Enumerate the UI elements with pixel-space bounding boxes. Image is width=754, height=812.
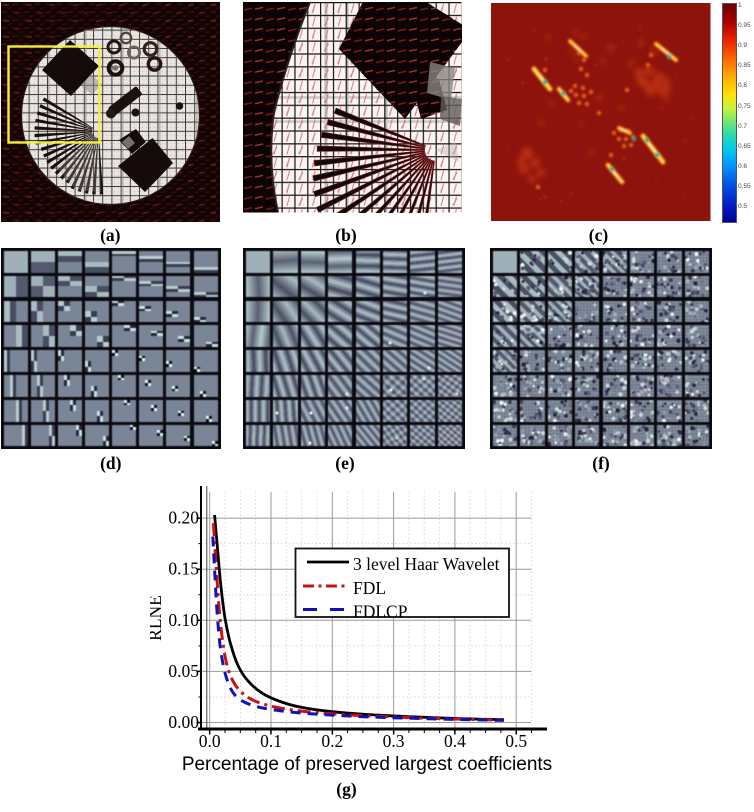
svg-text:0.10: 0.10 xyxy=(168,610,199,630)
svg-text:0.00: 0.00 xyxy=(168,712,199,732)
svg-text:0.15: 0.15 xyxy=(168,559,199,579)
svg-text:RLNE: RLNE xyxy=(150,595,165,641)
svg-text:FDLCP: FDLCP xyxy=(353,602,408,622)
svg-text:0.2: 0.2 xyxy=(321,731,343,751)
svg-text:0.1: 0.1 xyxy=(260,731,282,751)
svg-text:0.0: 0.0 xyxy=(199,731,221,751)
svg-text:0.05: 0.05 xyxy=(168,661,199,681)
svg-text:3 level Haar Wavelet: 3 level Haar Wavelet xyxy=(353,554,500,574)
svg-text:0.5: 0.5 xyxy=(505,731,527,751)
svg-text:0.20: 0.20 xyxy=(168,508,199,528)
svg-text:0.4: 0.4 xyxy=(444,731,466,751)
svg-text:0.3: 0.3 xyxy=(383,731,405,751)
svg-text:Percentage of preserved larges: Percentage of preserved largest coeffici… xyxy=(182,754,552,775)
svg-text:FDL: FDL xyxy=(353,578,386,598)
